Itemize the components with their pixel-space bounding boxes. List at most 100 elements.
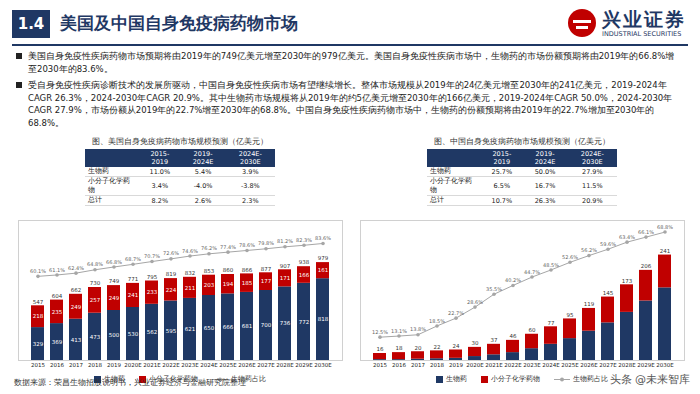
svg-text:81.2%: 81.2% xyxy=(277,238,293,244)
svg-text:938: 938 xyxy=(299,259,310,265)
svg-text:35.5%: 35.5% xyxy=(486,286,502,292)
svg-text:40.2%: 40.2% xyxy=(505,277,521,283)
svg-text:621: 621 xyxy=(185,326,196,332)
svg-text:500: 500 xyxy=(109,332,120,338)
svg-text:2027E: 2027E xyxy=(257,362,275,368)
svg-text:224: 224 xyxy=(166,287,177,293)
svg-text:979: 979 xyxy=(318,255,329,261)
svg-text:161: 161 xyxy=(318,267,329,273)
svg-text:66.1%: 66.1% xyxy=(638,229,654,235)
svg-text:2022E: 2022E xyxy=(504,362,522,368)
svg-text:369: 369 xyxy=(52,339,63,345)
svg-text:2026E: 2026E xyxy=(580,362,598,368)
svg-text:2030E: 2030E xyxy=(314,362,332,368)
svg-text:2024E: 2024E xyxy=(542,362,560,368)
svg-text:185: 185 xyxy=(242,280,253,286)
svg-text:18.5%: 18.5% xyxy=(429,318,445,324)
svg-text:46: 46 xyxy=(510,333,517,339)
svg-text:233: 233 xyxy=(147,289,158,295)
svg-text:2027E: 2027E xyxy=(599,362,617,368)
svg-text:2020E: 2020E xyxy=(466,362,484,368)
svg-text:62.4%: 62.4% xyxy=(68,265,84,271)
svg-text:547: 547 xyxy=(33,299,44,305)
svg-text:59.6%: 59.6% xyxy=(600,241,616,247)
svg-text:2016: 2016 xyxy=(392,362,406,368)
svg-text:2028E: 2028E xyxy=(276,362,294,368)
svg-text:173: 173 xyxy=(622,278,633,284)
svg-text:329: 329 xyxy=(33,341,44,347)
svg-text:604: 604 xyxy=(52,293,63,299)
svg-text:2017: 2017 xyxy=(411,362,425,368)
svg-text:866: 866 xyxy=(242,267,253,273)
svg-text:772: 772 xyxy=(299,319,310,325)
svg-text:771: 771 xyxy=(128,276,139,282)
svg-text:63.4%: 63.4% xyxy=(619,234,635,240)
svg-text:82.3%: 82.3% xyxy=(296,237,312,243)
svg-text:413: 413 xyxy=(71,337,82,343)
svg-text:56.2%: 56.2% xyxy=(581,247,597,253)
svg-text:77: 77 xyxy=(548,320,555,326)
svg-text:2030E: 2030E xyxy=(656,362,674,368)
svg-text:2021E: 2021E xyxy=(143,362,161,368)
svg-text:12.5%: 12.5% xyxy=(372,329,388,335)
svg-text:13.8%: 13.8% xyxy=(410,326,426,332)
svg-text:2016: 2016 xyxy=(50,362,64,368)
svg-text:70.7%: 70.7% xyxy=(144,253,160,259)
svg-text:194: 194 xyxy=(223,281,234,287)
svg-text:16: 16 xyxy=(377,346,384,352)
svg-text:562: 562 xyxy=(147,329,158,335)
svg-text:95: 95 xyxy=(567,312,574,318)
svg-text:907: 907 xyxy=(280,263,291,269)
svg-text:2023E: 2023E xyxy=(523,362,541,368)
svg-text:18: 18 xyxy=(396,345,403,351)
svg-text:79.8%: 79.8% xyxy=(258,240,274,246)
svg-text:666: 666 xyxy=(223,324,234,330)
svg-text:853: 853 xyxy=(204,268,215,274)
svg-text:2019: 2019 xyxy=(107,362,121,368)
svg-text:2024E: 2024E xyxy=(200,362,218,368)
svg-text:730: 730 xyxy=(90,280,101,286)
svg-text:218: 218 xyxy=(33,313,44,319)
svg-text:2022E: 2022E xyxy=(162,362,180,368)
svg-text:52.6%: 52.6% xyxy=(562,254,578,260)
svg-text:2028E: 2028E xyxy=(618,362,636,368)
svg-text:78.6%: 78.6% xyxy=(239,242,255,248)
svg-text:749: 749 xyxy=(109,278,120,284)
svg-text:2029E: 2029E xyxy=(637,362,655,368)
svg-text:77.4%: 77.4% xyxy=(220,244,236,250)
svg-text:66.8%: 66.8% xyxy=(106,259,122,265)
svg-text:2019: 2019 xyxy=(449,362,463,368)
svg-text:662: 662 xyxy=(71,287,82,293)
svg-text:44.7%: 44.7% xyxy=(524,269,540,275)
svg-text:257: 257 xyxy=(90,297,101,303)
svg-text:76.2%: 76.2% xyxy=(201,245,217,251)
svg-text:2020E: 2020E xyxy=(124,362,142,368)
svg-text:832: 832 xyxy=(185,270,196,276)
svg-text:473: 473 xyxy=(90,334,101,340)
svg-text:203: 203 xyxy=(204,282,215,288)
svg-text:177: 177 xyxy=(261,278,272,284)
svg-text:877: 877 xyxy=(261,266,272,272)
svg-text:241: 241 xyxy=(660,248,671,254)
svg-text:2025E: 2025E xyxy=(219,362,237,368)
svg-text:72.6%: 72.6% xyxy=(163,250,179,256)
svg-text:68.7%: 68.7% xyxy=(125,256,141,262)
svg-text:64.8%: 64.8% xyxy=(87,261,103,267)
svg-text:68.8%: 68.8% xyxy=(657,224,673,230)
svg-text:249: 249 xyxy=(71,304,82,310)
svg-text:166: 166 xyxy=(299,272,310,278)
svg-text:119: 119 xyxy=(584,301,595,307)
svg-text:2023E: 2023E xyxy=(181,362,199,368)
svg-text:22: 22 xyxy=(434,344,441,350)
svg-text:2018: 2018 xyxy=(88,362,102,368)
svg-text:2026E: 2026E xyxy=(238,362,256,368)
svg-text:20: 20 xyxy=(415,345,422,351)
svg-text:2029E: 2029E xyxy=(295,362,313,368)
svg-text:795: 795 xyxy=(147,274,158,280)
svg-text:681: 681 xyxy=(242,323,253,329)
svg-text:2015: 2015 xyxy=(373,362,387,368)
svg-text:249: 249 xyxy=(109,295,120,301)
svg-text:235: 235 xyxy=(52,309,63,315)
svg-text:2018: 2018 xyxy=(430,362,444,368)
svg-text:818: 818 xyxy=(318,316,329,322)
